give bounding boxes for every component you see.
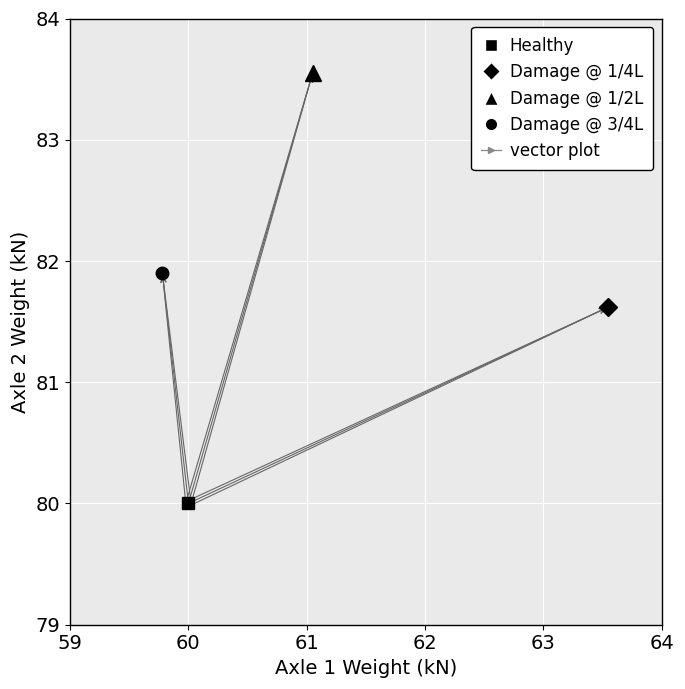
X-axis label: Axle 1 Weight (kN): Axle 1 Weight (kN) <box>275 659 457 678</box>
Legend: Healthy, Damage @ 1/4L, Damage @ 1/2L, Damage @ 3/4L, vector plot: Healthy, Damage @ 1/4L, Damage @ 1/2L, D… <box>471 27 653 170</box>
Y-axis label: Axle 2 Weight (kN): Axle 2 Weight (kN) <box>11 231 30 413</box>
